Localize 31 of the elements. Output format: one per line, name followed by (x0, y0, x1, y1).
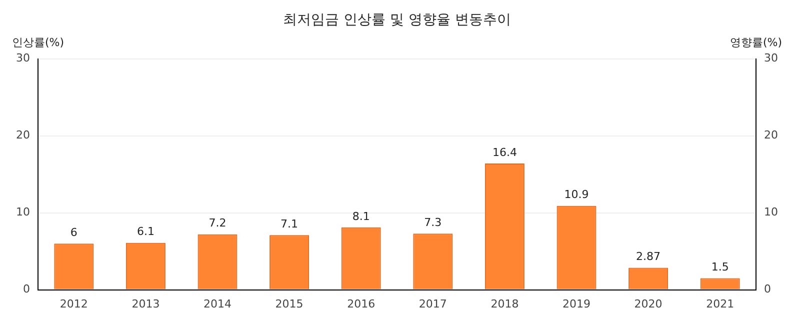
data-label: 8.1 (352, 210, 370, 223)
data-label: 1.5 (711, 260, 729, 274)
y2-tick-label: 10 (764, 206, 778, 219)
x-tick-label: 2013 (132, 297, 160, 310)
data-label: 6.1 (136, 225, 154, 238)
data-label: 7.2 (208, 216, 226, 230)
x-tick-label: 2017 (418, 297, 447, 310)
y-tick-label: 0 (22, 282, 30, 296)
y-tick-label: 10 (16, 206, 30, 219)
y-tick-label: 30 (16, 52, 30, 65)
x-tick-label: 2016 (347, 297, 376, 310)
y2-tick-label: 0 (764, 282, 772, 296)
x-tick-label: 2012 (60, 297, 88, 310)
y2-axis-title: 영향률(%) (730, 36, 782, 50)
x-tick-label: 2019 (562, 297, 590, 310)
x-tick-label: 2015 (275, 297, 304, 310)
chart-title: 최저임금 인상률 및 영향율 변동추이 (283, 12, 511, 28)
x-tick-label: 2018 (490, 297, 519, 310)
y-axis-title: 인상률(%) (12, 36, 64, 50)
data-label: 16.4 (492, 146, 517, 159)
x-tick-label: 2020 (634, 297, 662, 310)
x-tick-label: 2021 (706, 297, 734, 310)
y2-tick-label: 30 (764, 52, 778, 65)
data-label: 2.87 (636, 250, 661, 264)
data-label: 6 (70, 226, 78, 239)
data-label: 10.9 (564, 188, 589, 202)
y-tick-label: 20 (16, 128, 30, 142)
data-label: 7.3 (424, 216, 442, 229)
y2-tick-label: 20 (764, 128, 778, 142)
data-label: 7.1 (280, 217, 298, 230)
x-tick-label: 2014 (204, 297, 232, 310)
